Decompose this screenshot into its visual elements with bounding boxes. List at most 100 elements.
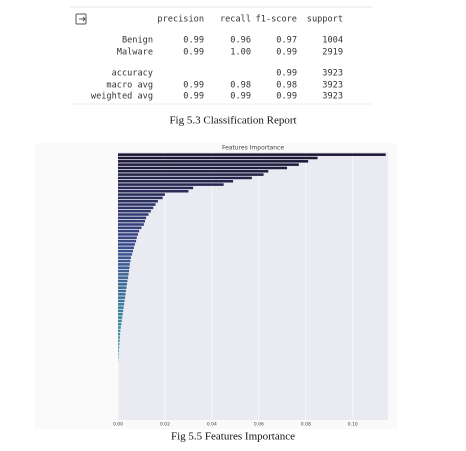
row-label: macro avg: [106, 81, 153, 91]
bar: [118, 199, 158, 203]
bar: [118, 319, 122, 323]
bar: [118, 253, 133, 256]
bar: [118, 203, 156, 206]
cell: 0.99: [183, 92, 204, 102]
bar: [118, 176, 252, 180]
caption: Fig 5.5 Features Importance: [171, 431, 295, 443]
bar: [118, 179, 234, 183]
cell: 2919: [322, 48, 343, 58]
row-label: accuracy: [112, 69, 153, 79]
bar: [118, 209, 151, 213]
bar: [118, 266, 130, 269]
cell: 1004: [322, 36, 343, 46]
cell: 1.00: [230, 48, 251, 58]
column-header: support: [307, 15, 343, 25]
cell: 0.98: [276, 81, 297, 91]
bar: [118, 269, 130, 273]
x-tick-label: 0.00: [113, 422, 123, 428]
output-icon: [75, 13, 87, 25]
bar: [118, 216, 147, 220]
cell: 3923: [322, 92, 343, 102]
x-tick-label: 0.04: [207, 422, 217, 428]
cell: 0.99: [276, 69, 297, 79]
bar: [118, 173, 264, 176]
cell: 0.99: [230, 92, 251, 102]
bar: [118, 309, 124, 313]
plot-area: [118, 152, 388, 420]
cell: 3923: [322, 69, 343, 79]
bar: [118, 236, 137, 240]
cell: 0.96: [230, 36, 251, 46]
bar: [118, 342, 120, 346]
row-label: Benign: [122, 36, 153, 46]
bar: [118, 233, 138, 236]
x-tick-label: 0.08: [301, 422, 311, 428]
cell: 0.99: [183, 48, 204, 58]
bar: [118, 299, 125, 303]
bar: [118, 293, 126, 296]
bar: [118, 306, 124, 309]
bar: [118, 279, 128, 283]
bar: [118, 189, 189, 193]
bar: [118, 229, 140, 233]
column-header: recall: [220, 15, 251, 25]
cell: 0.99: [183, 81, 204, 91]
bar: [118, 193, 165, 196]
x-tick-label: 0.10: [348, 422, 358, 428]
bar: [118, 163, 299, 166]
bar: [118, 249, 134, 253]
bar: [118, 336, 120, 339]
x-tick-label: 0.06: [254, 422, 264, 428]
bar: [118, 213, 149, 216]
row-label: weighted avg: [91, 92, 153, 102]
bar: [118, 259, 131, 263]
cell: 0.99: [276, 92, 297, 102]
bar: [118, 296, 126, 299]
bar: [118, 346, 120, 349]
bar: [118, 246, 134, 250]
bar: [118, 166, 288, 170]
bar: [118, 273, 129, 276]
bar: [118, 283, 127, 286]
bar: [118, 160, 309, 163]
chart-title: Features Importance: [222, 145, 284, 152]
bar: [118, 303, 125, 306]
column-header: f1-score: [256, 15, 297, 25]
caption: Fig 5.3 Classification Report: [169, 115, 296, 127]
bar: [118, 183, 224, 186]
cell: 0.99: [276, 48, 297, 58]
bar: [118, 156, 318, 160]
row-label: Malware: [117, 48, 153, 58]
bar: [118, 332, 121, 336]
bar: [118, 196, 163, 200]
bar: [118, 226, 142, 230]
bar: [118, 312, 123, 316]
bar: [118, 243, 135, 246]
bar: [118, 186, 194, 190]
bar: [118, 170, 269, 173]
bar: [118, 223, 144, 226]
bar: [118, 263, 130, 266]
bar: [118, 339, 120, 343]
column-header: precision: [157, 15, 204, 25]
cell: 0.97: [276, 36, 297, 46]
x-tick-label: 0.02: [160, 422, 170, 428]
cell: 0.98: [230, 81, 251, 91]
bar: [118, 256, 131, 260]
bar: [118, 352, 119, 356]
bar: [118, 316, 123, 319]
bar: [118, 153, 386, 156]
bar: [118, 329, 121, 333]
bar: [118, 276, 129, 279]
cell: 3923: [322, 81, 343, 91]
bar: [118, 349, 119, 353]
bar: [118, 326, 121, 329]
bar: [118, 289, 126, 293]
cell: 0.99: [183, 36, 204, 46]
bar: [118, 239, 137, 243]
bar: [118, 286, 127, 289]
bar: [118, 322, 122, 326]
bar: [118, 206, 154, 210]
